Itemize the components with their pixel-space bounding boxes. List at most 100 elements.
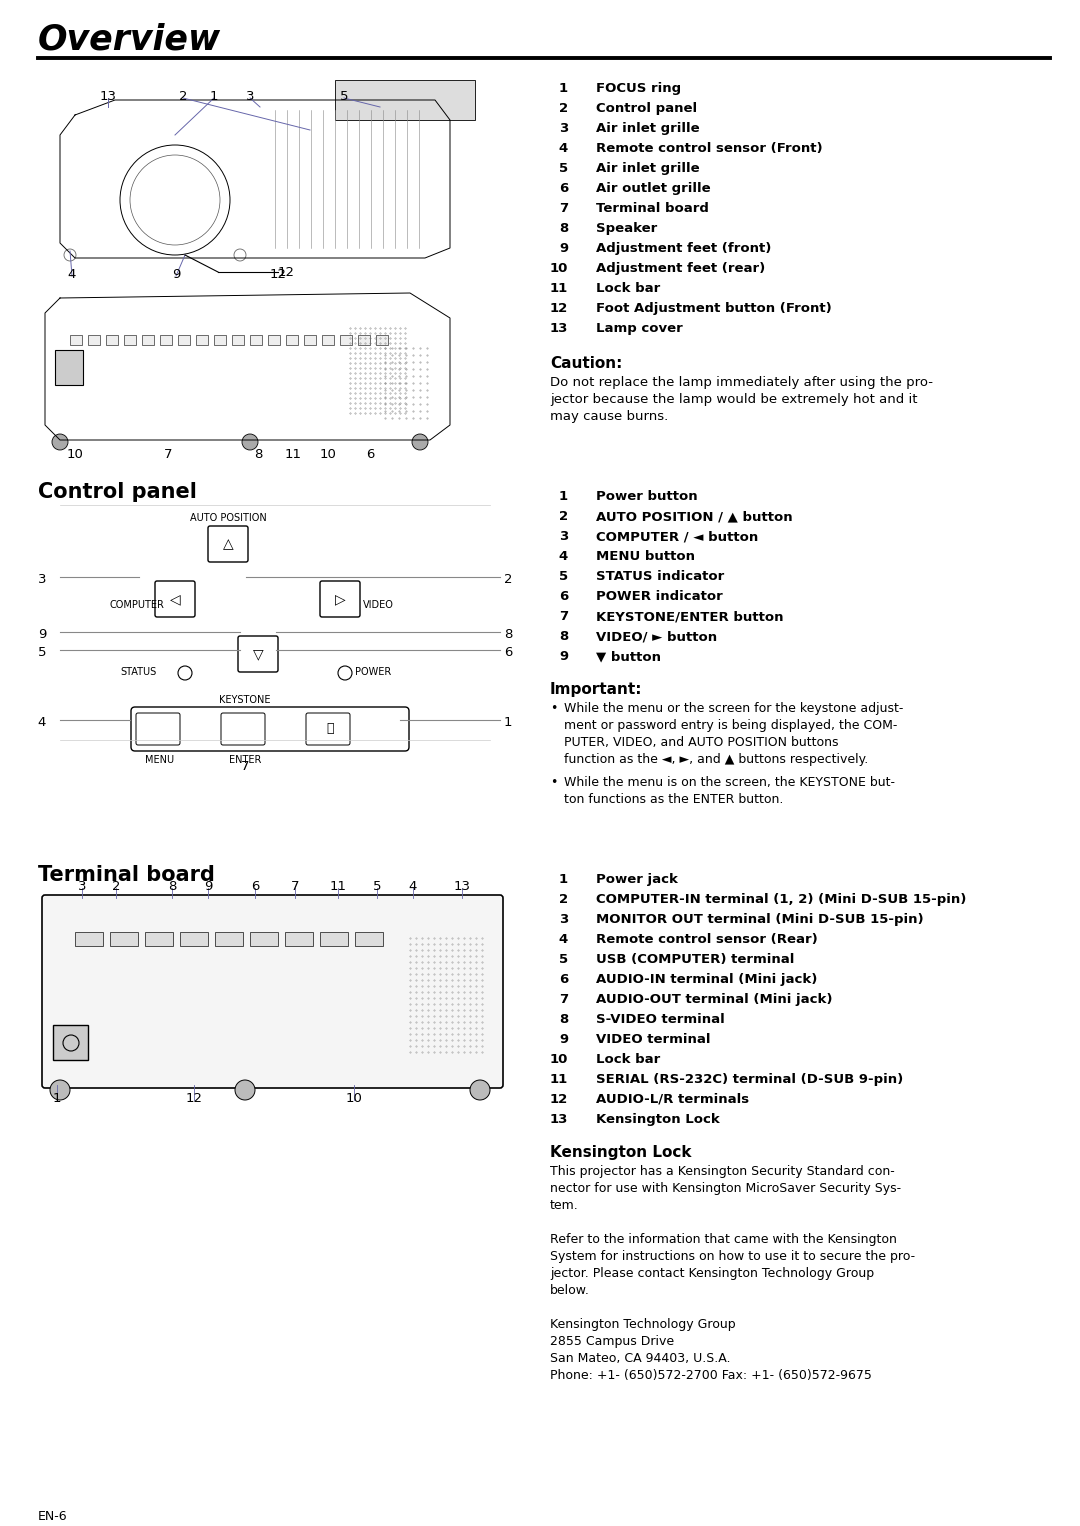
Text: KEYSTONE: KEYSTONE: [219, 694, 271, 705]
Text: 1: 1: [503, 716, 512, 729]
Bar: [160, 336, 172, 345]
Text: 10: 10: [550, 262, 568, 275]
Text: Do not replace the lamp immediately after using the pro-: Do not replace the lamp immediately afte…: [550, 375, 933, 389]
Bar: [357, 336, 370, 345]
Text: Air outlet grille: Air outlet grille: [596, 182, 711, 195]
Text: 8: 8: [254, 449, 262, 461]
Text: below.: below.: [550, 1283, 590, 1297]
Bar: [303, 336, 316, 345]
Text: 12: 12: [550, 302, 568, 314]
Text: System for instructions on how to use it to secure the pro-: System for instructions on how to use it…: [550, 1250, 915, 1264]
Text: POWER: POWER: [355, 667, 391, 678]
FancyBboxPatch shape: [221, 713, 265, 745]
Text: FOCUS ring: FOCUS ring: [596, 82, 681, 95]
Text: 3: 3: [246, 90, 254, 102]
Text: 8: 8: [558, 221, 568, 235]
Text: 1: 1: [53, 1093, 62, 1105]
Text: 1: 1: [558, 490, 568, 504]
Text: Caution:: Caution:: [550, 356, 622, 371]
Text: Overview: Overview: [38, 21, 221, 56]
Text: ▼ button: ▼ button: [596, 650, 661, 662]
Text: VIDEO terminal: VIDEO terminal: [596, 1033, 711, 1045]
Bar: [55, 349, 83, 385]
Bar: [141, 336, 154, 345]
Text: 1: 1: [210, 90, 218, 102]
FancyBboxPatch shape: [238, 636, 278, 671]
Bar: [340, 336, 352, 345]
Text: Kensington Lock: Kensington Lock: [550, 1144, 691, 1160]
Text: 7: 7: [558, 993, 568, 1006]
Text: ment or password entry is being displayed, the COM-: ment or password entry is being displaye…: [564, 719, 897, 732]
Text: MONITOR OUT terminal (Mini D-SUB 15-pin): MONITOR OUT terminal (Mini D-SUB 15-pin): [596, 913, 923, 926]
Text: 7: 7: [558, 610, 568, 623]
Text: 6: 6: [366, 449, 374, 461]
Text: 13: 13: [454, 881, 471, 893]
Text: 8: 8: [167, 881, 176, 893]
Text: Kensington Lock: Kensington Lock: [596, 1112, 719, 1126]
Text: MENU button: MENU button: [596, 549, 696, 563]
Text: S-VIDEO terminal: S-VIDEO terminal: [596, 1013, 725, 1025]
Text: STATUS indicator: STATUS indicator: [596, 571, 725, 583]
Text: △: △: [222, 537, 233, 551]
Text: Power jack: Power jack: [596, 873, 678, 887]
Text: 9: 9: [558, 1033, 568, 1045]
Text: 11: 11: [284, 449, 301, 461]
Text: Air inlet grille: Air inlet grille: [596, 122, 700, 134]
Circle shape: [52, 433, 68, 450]
Text: 9: 9: [172, 269, 180, 281]
Text: 2: 2: [503, 572, 512, 586]
Text: 1: 1: [558, 82, 568, 95]
Text: 10: 10: [320, 449, 337, 461]
Text: 4: 4: [38, 716, 46, 729]
Bar: [335, 79, 475, 121]
Text: 8: 8: [503, 629, 512, 641]
Text: KEYSTONE/ENTER button: KEYSTONE/ENTER button: [596, 610, 783, 623]
Text: 12: 12: [186, 1093, 203, 1105]
Bar: [215, 932, 243, 946]
Bar: [124, 336, 136, 345]
Text: Adjustment feet (front): Adjustment feet (front): [596, 243, 771, 255]
Text: 5: 5: [558, 954, 568, 966]
Text: San Mateo, CA 94403, U.S.A.: San Mateo, CA 94403, U.S.A.: [550, 1352, 730, 1364]
Text: may cause burns.: may cause burns.: [550, 410, 669, 423]
Text: 5: 5: [340, 90, 348, 102]
Text: •: •: [550, 777, 557, 789]
Text: While the menu is on the screen, the KEYSTONE but-: While the menu is on the screen, the KEY…: [564, 777, 895, 789]
Text: 12: 12: [278, 266, 295, 279]
Text: Power button: Power button: [596, 490, 698, 504]
Text: MENU: MENU: [146, 755, 175, 765]
Text: Kensington Technology Group: Kensington Technology Group: [550, 1318, 735, 1331]
Text: Speaker: Speaker: [596, 221, 658, 235]
Text: 3: 3: [78, 881, 86, 893]
Text: 13: 13: [550, 1112, 568, 1126]
Bar: [249, 932, 278, 946]
Bar: [286, 336, 298, 345]
Text: COMPUTER-IN terminal (1, 2) (Mini D-SUB 15-pin): COMPUTER-IN terminal (1, 2) (Mini D-SUB …: [596, 893, 967, 906]
Text: AUDIO-OUT terminal (Mini jack): AUDIO-OUT terminal (Mini jack): [596, 993, 833, 1006]
Text: Important:: Important:: [550, 682, 643, 697]
Text: 5: 5: [373, 881, 381, 893]
Text: VIDEO: VIDEO: [363, 600, 393, 610]
Text: 7: 7: [164, 449, 172, 461]
Text: 2: 2: [558, 893, 568, 906]
Text: AUTO POSITION / ▲ button: AUTO POSITION / ▲ button: [596, 510, 793, 523]
Bar: [145, 932, 173, 946]
Text: 10: 10: [346, 1093, 363, 1105]
Bar: [268, 336, 280, 345]
Bar: [106, 336, 118, 345]
Text: AUTO POSITION: AUTO POSITION: [190, 513, 267, 523]
Text: Remote control sensor (Front): Remote control sensor (Front): [596, 142, 823, 156]
Text: Lamp cover: Lamp cover: [596, 322, 683, 336]
Bar: [322, 336, 334, 345]
Text: 12: 12: [550, 1093, 568, 1106]
Text: 4: 4: [409, 881, 417, 893]
Text: ▽: ▽: [253, 647, 264, 661]
Text: •: •: [550, 702, 557, 716]
Text: 8: 8: [558, 1013, 568, 1025]
Text: 6: 6: [251, 881, 259, 893]
Text: VIDEO/ ► button: VIDEO/ ► button: [596, 630, 717, 642]
Circle shape: [242, 433, 258, 450]
Text: POWER indicator: POWER indicator: [596, 591, 723, 603]
Text: 7: 7: [291, 881, 299, 893]
Text: COMPUTER / ◄ button: COMPUTER / ◄ button: [596, 530, 758, 543]
